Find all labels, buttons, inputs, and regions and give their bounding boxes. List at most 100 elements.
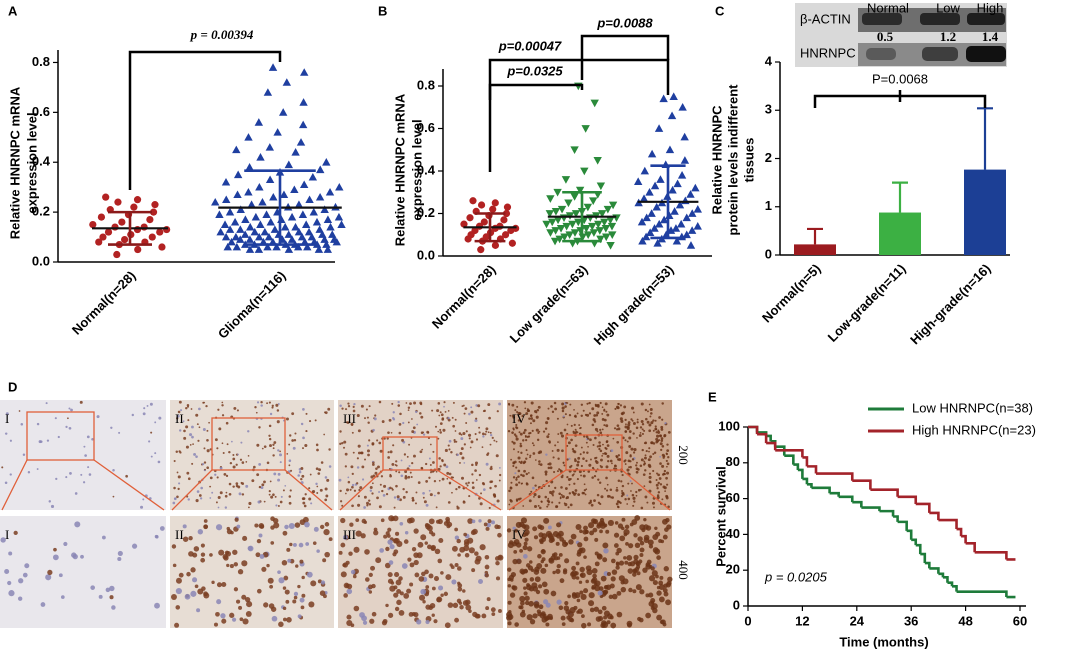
cell-nucleus bbox=[569, 465, 572, 469]
cell-nucleus bbox=[571, 474, 574, 477]
cell-nucleus bbox=[74, 492, 78, 495]
cell-nucleus bbox=[666, 471, 670, 475]
cell-nucleus bbox=[447, 416, 450, 420]
cell-nucleus bbox=[640, 402, 644, 406]
cell-nucleus bbox=[610, 449, 614, 453]
cell-nucleus bbox=[177, 487, 180, 491]
cell-nucleus bbox=[606, 413, 610, 417]
cell-nucleus bbox=[339, 500, 343, 503]
cell-nucleus bbox=[551, 410, 555, 414]
cell-nucleus bbox=[658, 416, 661, 419]
cell-nucleus bbox=[430, 471, 432, 474]
cell-nucleus bbox=[661, 498, 664, 501]
cell-nucleus bbox=[266, 563, 270, 568]
cell-nucleus bbox=[356, 457, 359, 460]
cell-nucleus bbox=[356, 413, 360, 418]
cell-nucleus bbox=[624, 418, 627, 421]
cell-nucleus bbox=[261, 566, 267, 572]
cell-nucleus bbox=[368, 439, 371, 442]
cell-nucleus bbox=[417, 541, 424, 548]
cell-nucleus bbox=[68, 426, 72, 430]
cell-nucleus bbox=[575, 576, 580, 580]
cell-nucleus bbox=[540, 500, 543, 503]
cell-nucleus bbox=[648, 575, 656, 582]
ihc-image bbox=[170, 400, 334, 510]
cell-nucleus bbox=[635, 464, 638, 467]
cell-nucleus bbox=[487, 403, 491, 407]
cell-nucleus bbox=[438, 537, 444, 543]
panel-label: A bbox=[8, 3, 18, 18]
cell-nucleus bbox=[367, 421, 370, 424]
cell-nucleus bbox=[656, 434, 660, 438]
data-point bbox=[596, 182, 606, 191]
cell-nucleus bbox=[633, 559, 639, 565]
cell-nucleus bbox=[615, 488, 619, 492]
cell-nucleus bbox=[216, 476, 219, 479]
cell-nucleus bbox=[577, 608, 583, 614]
cell-nucleus bbox=[591, 476, 594, 479]
cell-nucleus bbox=[596, 411, 600, 415]
data-point bbox=[565, 231, 574, 239]
cell-nucleus bbox=[90, 585, 95, 590]
cell-nucleus bbox=[485, 462, 489, 466]
cell-nucleus bbox=[631, 519, 638, 525]
cell-nucleus bbox=[208, 421, 210, 424]
survival-step bbox=[911, 538, 918, 546]
cell-nucleus bbox=[526, 453, 529, 456]
cell-nucleus bbox=[632, 422, 636, 426]
cell-nucleus bbox=[626, 427, 630, 431]
cell-nucleus bbox=[475, 479, 478, 481]
cell-nucleus bbox=[218, 427, 222, 431]
cell-nucleus bbox=[360, 533, 366, 539]
cell-nucleus bbox=[409, 471, 412, 474]
cell-nucleus bbox=[532, 452, 536, 455]
cell-nucleus bbox=[418, 576, 425, 582]
y-tick-label: 2 bbox=[765, 150, 772, 165]
cell-nucleus bbox=[389, 585, 396, 592]
cell-nucleus bbox=[567, 594, 571, 599]
cell-nucleus bbox=[339, 489, 342, 493]
data-point bbox=[676, 219, 686, 228]
cell-nucleus bbox=[543, 588, 550, 595]
cell-nucleus bbox=[273, 518, 279, 524]
cell-nucleus bbox=[573, 408, 575, 411]
cell-nucleus bbox=[545, 622, 550, 627]
cell-nucleus bbox=[639, 589, 645, 595]
blot-row-label: β-ACTIN bbox=[800, 11, 851, 26]
cell-nucleus bbox=[540, 559, 545, 564]
data-point bbox=[133, 196, 142, 204]
cell-nucleus bbox=[664, 527, 669, 532]
cell-nucleus bbox=[4, 568, 10, 574]
cell-nucleus bbox=[413, 401, 417, 405]
cell-nucleus bbox=[341, 504, 344, 507]
cell-nucleus bbox=[301, 575, 305, 580]
cell-nucleus bbox=[576, 412, 579, 415]
data-point bbox=[602, 233, 611, 242]
survival-step bbox=[838, 495, 854, 503]
cell-nucleus bbox=[201, 463, 205, 466]
cell-nucleus bbox=[471, 486, 475, 490]
data-point bbox=[491, 199, 499, 207]
cell-nucleus bbox=[471, 473, 474, 476]
data-point bbox=[594, 220, 603, 229]
cell-nucleus bbox=[579, 453, 582, 456]
cell-nucleus bbox=[378, 491, 381, 494]
y-axis-label: tissues bbox=[741, 138, 756, 183]
cell-nucleus bbox=[148, 440, 151, 443]
cell-nucleus bbox=[223, 473, 227, 476]
cell-nucleus bbox=[8, 551, 13, 556]
cell-nucleus bbox=[611, 569, 618, 575]
cell-nucleus bbox=[209, 553, 213, 557]
p-value: p = 0.00394 bbox=[190, 27, 254, 42]
cell-nucleus bbox=[627, 482, 630, 485]
cell-nucleus bbox=[514, 622, 519, 627]
cell-nucleus bbox=[417, 481, 421, 485]
cell-nucleus bbox=[450, 565, 455, 570]
cell-nucleus bbox=[276, 409, 280, 412]
cell-nucleus bbox=[583, 489, 586, 492]
data-point bbox=[233, 190, 242, 199]
survival-step bbox=[802, 477, 809, 485]
cell-nucleus bbox=[363, 495, 367, 499]
y-tick-label: 0.6 bbox=[32, 104, 50, 119]
cell-nucleus bbox=[546, 435, 550, 439]
